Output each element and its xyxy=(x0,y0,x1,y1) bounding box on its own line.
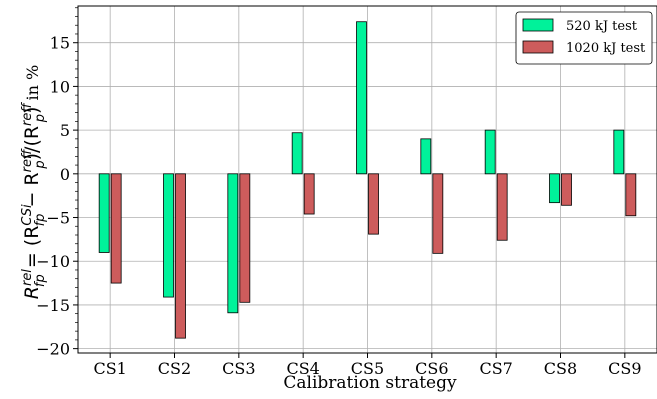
bar-1020-cs5 xyxy=(368,173,379,235)
x-tick-label-cs1: CS1 xyxy=(93,359,126,378)
legend: 520 kJ test 1020 kJ test xyxy=(515,11,653,65)
y-tick-label: −10 xyxy=(36,252,70,271)
bar-520-cs6 xyxy=(420,138,432,175)
bar-1020-cs1 xyxy=(110,173,122,284)
svg-text:Rrelfp = (RCSifp − Rreffp)/(Rr: Rrelfp = (RCSifp − Rreffp)/(Rreffp) in % xyxy=(20,65,48,299)
bar-520-cs1 xyxy=(98,173,110,253)
bars-group xyxy=(98,21,637,339)
bar-520-cs3 xyxy=(227,173,239,314)
x-tick-label-cs3: CS3 xyxy=(222,359,255,378)
x-tick-label-cs5: CS5 xyxy=(351,359,384,378)
y-tick-label: 5 xyxy=(60,121,70,140)
y-axis-ticks: −20 −15 −10 −5 0 5 10 15 xyxy=(36,7,78,359)
y-tick-label: 10 xyxy=(50,77,70,96)
legend-swatch-520 xyxy=(522,18,554,32)
y-tick-label: −20 xyxy=(36,340,70,359)
bar-1020-cs2 xyxy=(175,173,186,339)
x-axis-ticks: CS1 CS2 CS3 CS4 CS5 CS6 CS7 CS8 CS9 xyxy=(93,353,642,378)
y-tick-label: −15 xyxy=(36,296,70,315)
x-tick-label-cs4: CS4 xyxy=(286,359,319,378)
bar-1020-cs8 xyxy=(561,173,572,206)
bar-1020-cs6 xyxy=(432,173,444,254)
y-tick-label: 0 xyxy=(60,165,70,184)
bar-520-cs7 xyxy=(484,129,496,175)
x-tick-label-cs2: CS2 xyxy=(158,359,191,378)
bar-1020-cs3 xyxy=(239,173,251,303)
bar-1020-cs7 xyxy=(496,173,508,241)
bar-1020-cs4 xyxy=(303,173,315,215)
bar-520-cs4 xyxy=(291,132,303,175)
legend-swatch-1020 xyxy=(522,40,554,54)
grid-lines xyxy=(78,6,657,353)
x-tick-label-cs8: CS8 xyxy=(544,359,577,378)
legend-label-520: 520 kJ test xyxy=(566,19,638,34)
bar-520-cs8 xyxy=(549,173,560,204)
bar-520-cs5 xyxy=(356,21,367,175)
y-axis-title: Rrelfp = (RCSifp − Rreffp)/(Rreffp) in % xyxy=(20,65,48,299)
y-tick-label: 15 xyxy=(50,34,70,53)
x-tick-label-cs6: CS6 xyxy=(415,359,448,378)
bar-520-cs9 xyxy=(613,129,625,175)
x-tick-label-cs9: CS9 xyxy=(608,359,641,378)
bar-520-cs2 xyxy=(163,173,174,298)
legend-label-1020: 1020 kJ test xyxy=(566,41,646,56)
x-axis-title: Calibration strategy xyxy=(283,373,457,393)
x-tick-label-cs7: CS7 xyxy=(479,359,512,378)
y-tick-label: −5 xyxy=(46,209,70,228)
bar-1020-cs9 xyxy=(625,173,637,217)
